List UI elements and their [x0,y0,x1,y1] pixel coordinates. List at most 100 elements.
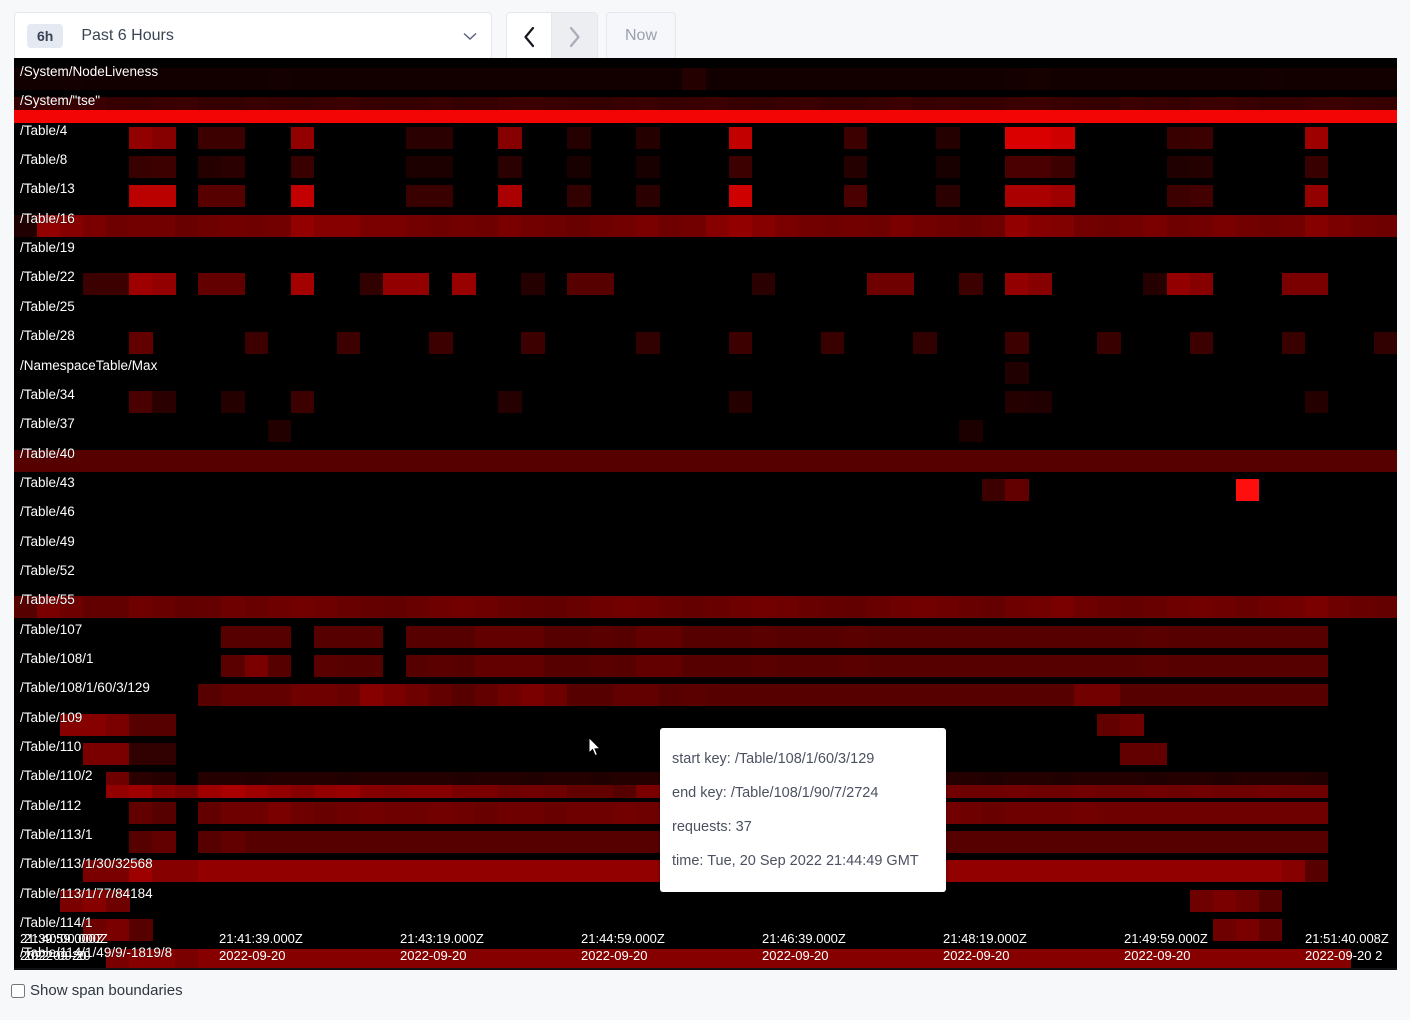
heatmap-cell[interactable] [866,625,891,648]
heatmap-cell[interactable] [613,860,637,883]
heatmap-cell[interactable] [1281,449,1306,472]
heatmap-cell[interactable] [152,390,176,413]
heatmap-cell[interactable] [1281,332,1306,355]
heatmap-cell[interactable] [405,655,430,677]
heatmap-cell[interactable] [797,655,822,677]
heatmap-cell[interactable] [1304,126,1329,149]
heatmap-cell[interactable] [313,449,338,472]
heatmap-cell[interactable] [1166,860,1191,883]
heatmap-cell[interactable] [636,831,660,854]
heatmap-cell[interactable] [1373,332,1397,355]
heatmap-cell[interactable] [936,684,960,707]
heatmap-cell[interactable] [129,713,153,736]
heatmap-cell[interactable] [221,801,246,824]
heatmap-cell[interactable] [106,785,130,799]
heatmap-cell[interactable] [613,449,637,472]
heatmap-cell[interactable] [866,110,891,124]
heatmap-cell[interactable] [475,655,499,677]
heatmap-cell[interactable] [1350,214,1375,237]
heatmap-cell[interactable] [175,110,199,124]
heatmap-cell[interactable] [498,185,522,208]
heatmap-cell[interactable] [936,596,960,619]
heatmap-cell[interactable] [1120,214,1145,237]
heatmap-cell[interactable] [567,185,591,208]
heatmap-row[interactable] [14,68,1397,90]
heatmap-cell[interactable] [1189,684,1214,707]
heatmap-cell[interactable] [129,596,153,619]
heatmap-cell[interactable] [175,860,199,883]
heatmap-cell[interactable] [428,655,453,677]
heatmap-cell[interactable] [590,785,614,799]
heatmap-cell[interactable] [1028,785,1052,799]
heatmap-cell[interactable] [1281,214,1306,237]
heatmap-cell[interactable] [728,449,753,472]
heatmap-cell[interactable] [221,185,246,208]
heatmap-cell[interactable] [1051,68,1075,90]
heatmap-cell[interactable] [889,110,914,124]
heatmap-cell[interactable] [590,68,614,90]
heatmap-cell[interactable] [1258,449,1283,472]
heatmap-cell[interactable] [152,185,176,208]
heatmap-cell[interactable] [1120,68,1145,90]
heatmap-cell[interactable] [636,156,660,179]
heatmap-cell[interactable] [129,156,153,179]
heatmap-cell[interactable] [889,449,914,472]
heatmap-cell[interactable] [1074,860,1098,883]
heatmap-cell[interactable] [544,801,568,824]
heatmap-cell[interactable] [498,214,522,237]
heatmap-cell[interactable] [313,860,338,883]
heatmap-cell[interactable] [106,948,130,970]
heatmap-cell[interactable] [1281,110,1306,124]
heatmap-cell[interactable] [1304,655,1329,677]
heatmap-cell[interactable] [359,785,384,799]
heatmap-cell[interactable] [359,214,384,237]
heatmap-cell[interactable] [590,596,614,619]
heatmap-cell[interactable] [475,831,499,854]
heatmap-row[interactable] [14,743,1397,766]
heatmap-cell[interactable] [728,332,753,355]
heatmap-cell[interactable] [521,625,545,648]
heatmap-cell[interactable] [267,214,292,237]
heatmap-cell[interactable] [774,68,799,90]
heatmap-cell[interactable] [1304,596,1329,619]
heatmap-cell[interactable] [1166,801,1191,824]
heatmap-row[interactable] [14,126,1397,149]
heatmap-cell[interactable] [1051,655,1075,677]
heatmap-cell[interactable] [498,625,522,648]
heatmap-cell[interactable] [37,449,61,472]
heatmap-cell[interactable] [1373,214,1397,237]
heatmap-cell[interactable] [405,625,430,648]
heatmap-row[interactable] [14,420,1397,443]
heatmap-cell[interactable] [1189,156,1214,179]
heatmap-cell[interactable] [290,390,315,413]
heatmap-cell[interactable] [820,684,845,707]
heatmap-cell[interactable] [313,801,338,824]
heatmap-cell[interactable] [1051,185,1075,208]
heatmap-cell[interactable] [567,110,591,124]
heatmap-cell[interactable] [267,684,292,707]
heatmap-cell[interactable] [1189,596,1214,619]
heatmap-cell[interactable] [1189,273,1214,296]
heatmap-cell[interactable] [1189,801,1214,824]
heatmap-cell[interactable] [682,449,707,472]
heatmap-cell[interactable] [797,110,822,124]
heatmap-cell[interactable] [359,860,384,883]
heatmap-cell[interactable] [521,214,545,237]
heatmap-cell[interactable] [83,214,107,237]
heatmap-cell[interactable] [382,948,407,970]
heatmap-cell[interactable] [521,801,545,824]
heatmap-cell[interactable] [1097,948,1121,970]
heatmap-cell[interactable] [544,831,568,854]
heatmap-cell[interactable] [1281,860,1306,883]
heatmap-cell[interactable] [521,785,545,799]
heatmap-cell[interactable] [405,214,430,237]
heatmap-cell[interactable] [1097,785,1121,799]
heatmap-cell[interactable] [336,860,361,883]
heatmap-cell[interactable] [37,68,61,90]
heatmap-cell[interactable] [1189,831,1214,854]
heatmap-cell[interactable] [198,831,223,854]
heatmap-cell[interactable] [982,860,1006,883]
heatmap-cell[interactable] [244,449,269,472]
heatmap-cell[interactable] [428,785,453,799]
heatmap-cell[interactable] [1281,655,1306,677]
